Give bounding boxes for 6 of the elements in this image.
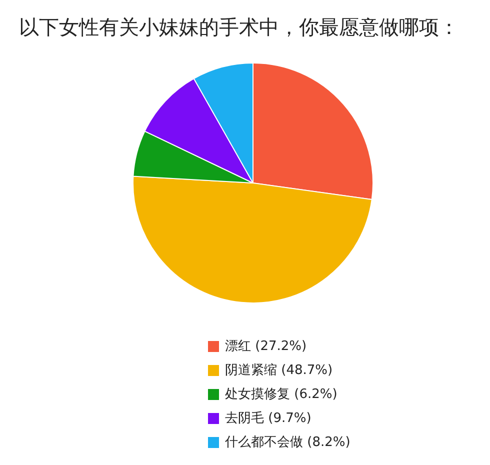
legend-label: 什么都不会做 (8.2%) xyxy=(224,435,350,450)
legend-label: 阴道紧缩 (48.7%) xyxy=(225,363,333,378)
chart-title: 以下女性有关小妹妹的手术中，你最愿意做哪项： xyxy=(19,15,459,39)
legend-label: 漂红 (27.2%) xyxy=(225,339,307,354)
legend-label: 去阴毛 (9.7%) xyxy=(225,411,312,426)
legend-label: 处女摸修复 (6.2%) xyxy=(225,387,338,402)
